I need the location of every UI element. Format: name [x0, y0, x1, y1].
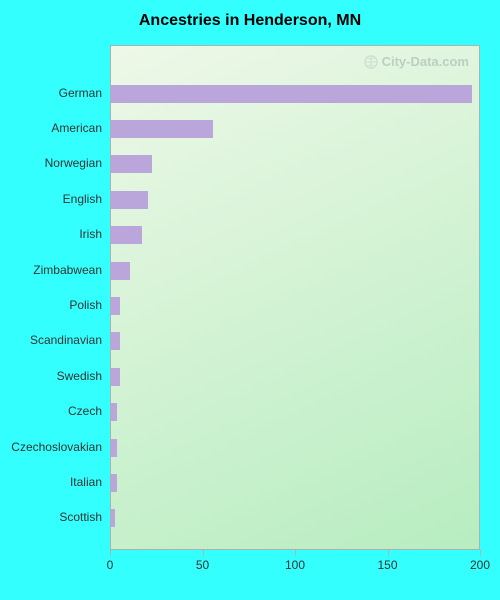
x-tick — [388, 550, 389, 556]
x-tick-label: 0 — [107, 558, 114, 572]
y-axis-label: Czech — [0, 404, 102, 418]
y-axis-label: Polish — [0, 298, 102, 312]
y-axis-label: Norwegian — [0, 156, 102, 170]
watermark-text: City-Data.com — [382, 54, 469, 69]
bar — [111, 85, 472, 103]
bar — [111, 439, 117, 457]
bar — [111, 509, 115, 527]
y-axis-label: Irish — [0, 227, 102, 241]
y-axis-label: American — [0, 121, 102, 135]
chart-title: Ancestries in Henderson, MN — [0, 12, 500, 30]
bar — [111, 368, 120, 386]
watermark: City-Data.com — [364, 54, 469, 69]
x-tick — [110, 550, 111, 556]
plot-area: City-Data.com — [110, 45, 480, 550]
bar — [111, 262, 130, 280]
x-tick — [480, 550, 481, 556]
x-tick-label: 100 — [285, 558, 305, 572]
y-axis-label: Swedish — [0, 369, 102, 383]
globe-icon — [364, 55, 378, 69]
page-root: Ancestries in Henderson, MN City-Data.co… — [0, 0, 500, 600]
x-tick-label: 200 — [470, 558, 490, 572]
bar — [111, 155, 152, 173]
y-axis-label: English — [0, 192, 102, 206]
bar — [111, 332, 120, 350]
x-tick-label: 150 — [377, 558, 397, 572]
bar — [111, 403, 117, 421]
y-axis-label: Czechoslovakian — [0, 440, 102, 454]
x-tick — [203, 550, 204, 556]
x-tick-label: 50 — [196, 558, 209, 572]
x-tick — [295, 550, 296, 556]
bar — [111, 120, 213, 138]
bar — [111, 226, 142, 244]
y-axis-label: Scottish — [0, 510, 102, 524]
bar — [111, 191, 148, 209]
bar — [111, 297, 120, 315]
y-axis-label: German — [0, 86, 102, 100]
bar — [111, 474, 117, 492]
y-axis-label: Zimbabwean — [0, 263, 102, 277]
y-axis-label: Scandinavian — [0, 333, 102, 347]
y-axis-label: Italian — [0, 475, 102, 489]
